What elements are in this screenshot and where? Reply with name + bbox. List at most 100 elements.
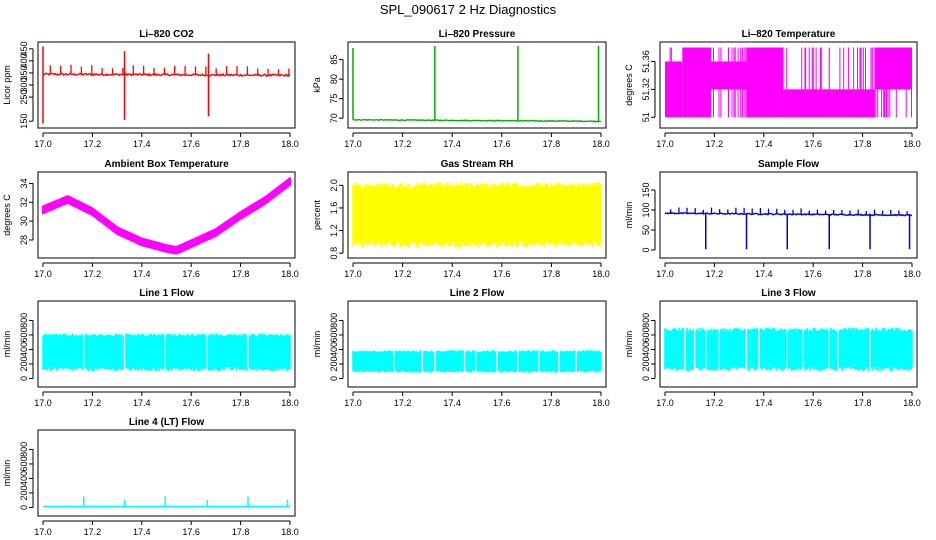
panel-title: Sample Flow xyxy=(758,159,819,170)
y-tick-label: 150 xyxy=(641,182,651,197)
panel-sample: Sample Flow 17.0 17.2 17.4 17.6 17.8 18.0 0 50 10… xyxy=(624,159,921,279)
series-line1 xyxy=(42,333,291,372)
x-tick-label: 18.0 xyxy=(281,398,299,408)
series-sample xyxy=(664,207,913,250)
x-tick-label: 17.6 xyxy=(182,398,200,408)
panel-line4: Line 4 (LT) Flow 17.0 17.2 17.4 17.6 17.8 18.0… xyxy=(2,417,299,537)
x-tick-label: 17.0 xyxy=(656,398,674,408)
x-tick-label: 17.0 xyxy=(656,139,674,149)
y-axis: 0.8 1.2 1.6 2.0 xyxy=(329,179,344,260)
y-tick-label: 200 xyxy=(329,356,339,371)
x-tick-label: 17.4 xyxy=(755,139,773,149)
y-axis: 70 75 80 85 xyxy=(329,55,344,123)
y-tick-label: 51.36 xyxy=(641,50,651,73)
series-co2 xyxy=(42,46,291,124)
y-tick-label: 600 xyxy=(641,327,651,342)
y-tick-label: 0 xyxy=(329,376,339,381)
y-tick-label: 600 xyxy=(19,456,29,471)
x-tick-label: 17.2 xyxy=(706,398,724,408)
x-tick-label: 17.4 xyxy=(755,269,773,279)
panel-co2: Li–820 CO2 17.0 17.2 17.4 17.6 17.8 18.0 150 250… xyxy=(2,29,299,149)
panel-title: Line 3 Flow xyxy=(761,288,816,299)
x-tick-label: 17.6 xyxy=(804,398,822,408)
y-axis: 28 30 32 34 xyxy=(19,178,34,245)
y-tick-label: 1.2 xyxy=(329,224,339,237)
x-tick-label: 17.0 xyxy=(34,527,52,537)
panel-title: Line 2 Flow xyxy=(450,288,505,299)
series-temperature xyxy=(665,47,912,118)
x-axis: 17.0 17.2 17.4 17.6 17.8 18.0 xyxy=(34,132,299,149)
y-axis: 0 50 100 150 xyxy=(641,182,656,253)
y-tick-label: 28 xyxy=(19,235,29,245)
x-tick-label: 17.8 xyxy=(854,398,872,408)
panel-rh: Gas Stream RH 17.0 17.2 17.4 17.6 17.8 18.0 0.8… xyxy=(312,159,610,279)
x-tick-label: 17.8 xyxy=(232,398,250,408)
x-tick-label: 17.0 xyxy=(344,139,362,149)
y-tick-label: 400 xyxy=(19,471,29,486)
y-tick-label: 51.32 xyxy=(641,78,651,101)
y-tick-label: 80 xyxy=(329,74,339,84)
y-tick-label: 250 xyxy=(19,90,29,105)
y-tick-label: 450 xyxy=(19,41,29,56)
y-tick-label: 85 xyxy=(329,55,339,65)
y-tick-label: 400 xyxy=(329,342,339,357)
y-tick-label: 0 xyxy=(19,376,29,381)
plot-frame xyxy=(659,300,918,388)
x-tick-label: 17.4 xyxy=(133,398,151,408)
plot-frame xyxy=(37,429,296,517)
x-tick-label: 17.6 xyxy=(493,139,511,149)
y-tick-label: 0 xyxy=(19,505,29,510)
y-tick-label: 75 xyxy=(329,94,339,104)
x-tick-label: 18.0 xyxy=(903,398,921,408)
x-tick-label: 18.0 xyxy=(592,398,610,408)
x-tick-label: 17.4 xyxy=(443,269,461,279)
x-axis: 17.0 17.2 17.4 17.6 17.8 18.0 xyxy=(34,391,299,408)
panel-title: Li–820 CO2 xyxy=(139,29,194,40)
x-tick-label: 17.4 xyxy=(443,398,461,408)
x-tick-label: 18.0 xyxy=(281,269,299,279)
plot-frame xyxy=(37,300,296,388)
x-tick-label: 17.4 xyxy=(443,139,461,149)
y-tick-label: 150 xyxy=(19,114,29,129)
x-tick-label: 18.0 xyxy=(903,269,921,279)
x-tick-label: 17.2 xyxy=(706,139,724,149)
x-tick-label: 17.0 xyxy=(656,269,674,279)
x-tick-label: 18.0 xyxy=(281,527,299,537)
x-tick-label: 17.2 xyxy=(394,139,412,149)
panel-title: Li–820 Pressure xyxy=(439,29,516,40)
y-axis-label: ml/min xyxy=(2,331,12,358)
y-tick-label: 0.8 xyxy=(329,247,339,260)
x-tick-label: 17.0 xyxy=(344,269,362,279)
x-tick-label: 17.0 xyxy=(344,398,362,408)
series-curve xyxy=(42,177,291,255)
x-tick-label: 17.2 xyxy=(394,398,412,408)
y-tick-label: 0 xyxy=(641,247,651,252)
x-tick-label: 17.6 xyxy=(804,139,822,149)
series-band xyxy=(664,327,913,372)
plot-frame xyxy=(347,171,607,259)
plot-frame xyxy=(347,300,607,388)
panel-title: Line 1 Flow xyxy=(139,288,194,299)
x-tick-label: 17.4 xyxy=(755,398,773,408)
plot-frame xyxy=(659,41,918,129)
x-tick-label: 17.8 xyxy=(543,139,561,149)
panel-title: Gas Stream RH xyxy=(441,159,514,170)
y-tick-label: 200 xyxy=(19,485,29,500)
x-axis: 17.0 17.2 17.4 17.6 17.8 18.0 xyxy=(34,520,299,537)
x-tick-label: 17.2 xyxy=(394,269,412,279)
x-tick-label: 17.2 xyxy=(706,269,724,279)
temperature-block xyxy=(665,61,683,118)
x-tick-label: 17.4 xyxy=(133,139,151,149)
y-tick-label: 50 xyxy=(641,225,651,235)
panel-line1: Line 1 Flow 17.0 17.2 17.4 17.6 17.8 18.0 0 2004… xyxy=(2,288,299,408)
series-trace xyxy=(352,118,601,123)
y-axis-label: kPa xyxy=(312,77,322,93)
series-trace xyxy=(42,72,291,78)
x-tick-label: 17.8 xyxy=(232,269,250,279)
series-line4 xyxy=(42,496,291,508)
series-pressure xyxy=(352,45,601,123)
y-tick-label: 600 xyxy=(19,327,29,342)
